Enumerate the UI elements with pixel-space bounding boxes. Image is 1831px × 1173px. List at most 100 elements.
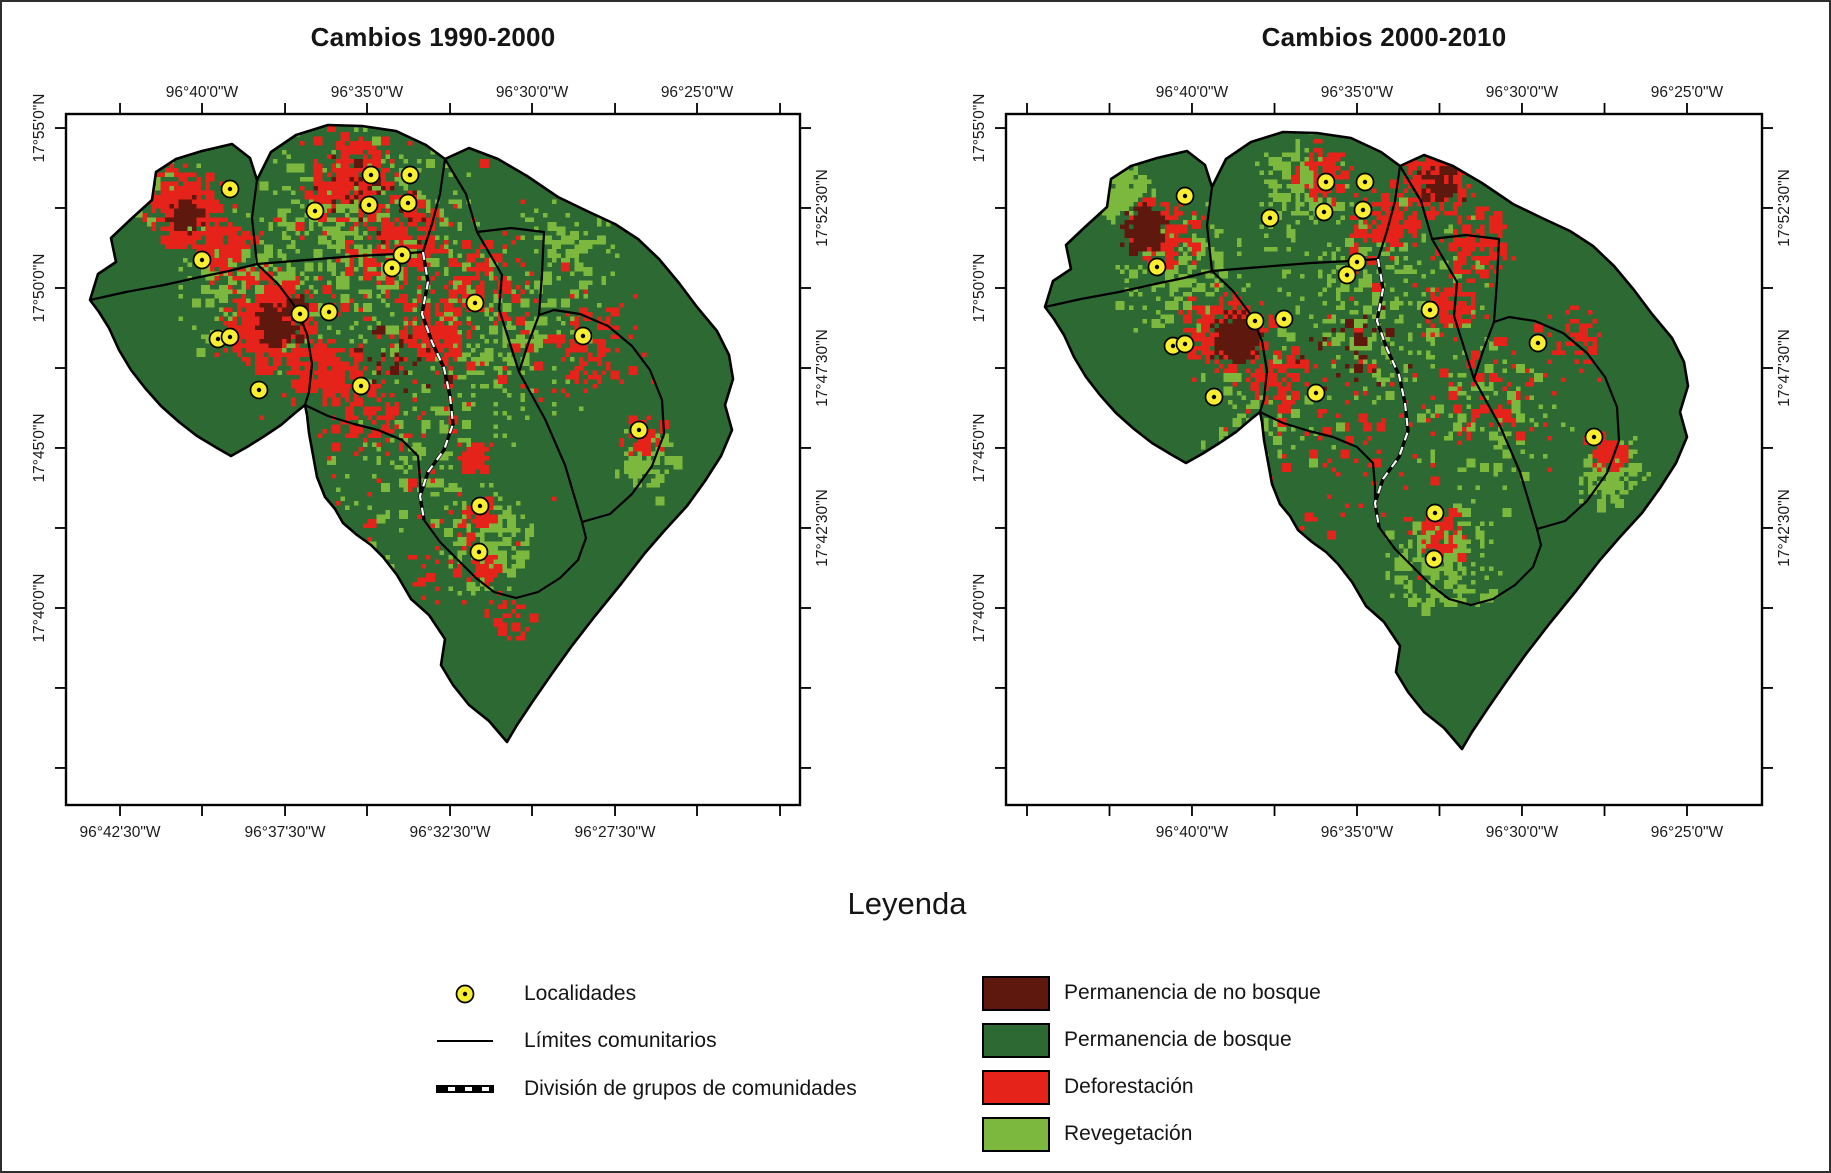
- community-boundaries: [89, 158, 666, 600]
- deforestation-swatch: [982, 1069, 1050, 1105]
- locality-marker: [1147, 257, 1167, 277]
- svg-text:17°55'0"N: 17°55'0"N: [971, 94, 988, 163]
- raster-no_forest: [1120, 166, 1467, 391]
- locality-marker-icon: [420, 982, 510, 1006]
- locality-marker: [465, 293, 485, 313]
- legend-item-group-division: División de grupos de comunidades: [420, 1071, 857, 1107]
- svg-text:96°30'0"W: 96°30'0"W: [1486, 824, 1559, 841]
- axis-labels: 96°40'0"W 96°35'0"W 96°30'0"W 96°25'0"W 96°4…: [31, 84, 831, 841]
- map-1990-2000: 96°40'0"W 96°35'0"W 96°30'0"W 96°25'0"W 96°4…: [31, 84, 831, 841]
- locality-marker: [1260, 208, 1280, 228]
- map-content: [88, 123, 735, 744]
- legend-item-forest: Permanencia de bosque: [982, 1022, 1292, 1058]
- solid-line-icon: [420, 1040, 510, 1042]
- locality-marker: [1175, 186, 1195, 206]
- locality-marker: [1274, 309, 1294, 329]
- svg-text:96°25'0"W: 96°25'0"W: [661, 84, 734, 101]
- locality-marker: [361, 165, 381, 185]
- svg-text:17°52'30"N: 17°52'30"N: [1776, 169, 1793, 247]
- locality-marker: [220, 327, 240, 347]
- no-forest-swatch: [982, 975, 1050, 1011]
- svg-text:17°50'0"N: 17°50'0"N: [971, 254, 988, 323]
- locality-marker: [392, 245, 412, 265]
- svg-text:96°37'30"W: 96°37'30"W: [245, 824, 326, 841]
- locality-marker: [398, 193, 418, 213]
- svg-text:96°30'0"W: 96°30'0"W: [496, 84, 569, 101]
- locality-marker: [1204, 387, 1224, 407]
- svg-text:17°47'30"N: 17°47'30"N: [814, 329, 831, 407]
- svg-text:17°52'30"N: 17°52'30"N: [814, 169, 831, 247]
- map-title-2000-2010: Cambios 2000-2010: [1261, 22, 1507, 52]
- legend-label-group-division: División de grupos de comunidades: [524, 1077, 857, 1100]
- svg-text:96°42'30"W: 96°42'30"W: [80, 824, 161, 841]
- community-boundaries: [1044, 165, 1621, 607]
- svg-text:17°42'30"N: 17°42'30"N: [1776, 489, 1793, 567]
- locality-marker: [469, 542, 489, 562]
- locality-marker: [1316, 172, 1336, 192]
- locality-marker: [573, 326, 593, 346]
- svg-text:17°55'0"N: 17°55'0"N: [31, 94, 48, 163]
- svg-text:17°50'0"N: 17°50'0"N: [31, 254, 48, 323]
- locality-markers: [192, 165, 649, 562]
- legend-label-deforestation: Deforestación: [1064, 1075, 1194, 1098]
- locality-marker: [1424, 549, 1444, 569]
- axis-labels: 96°40'0"W 96°35'0"W 96°30'0"W 96°25'0"W 96°4…: [971, 84, 1793, 841]
- watershed-outline: [88, 123, 735, 744]
- watershed-outline: [1043, 130, 1690, 751]
- locality-marker: [319, 302, 339, 322]
- legend-label-community-limits: Límites comunitarios: [524, 1029, 717, 1052]
- locality-marker: [400, 165, 420, 185]
- map-title-1990-2000: Cambios 1990-2000: [310, 22, 556, 52]
- map-frame: [1004, 112, 1764, 807]
- locality-marker: [1306, 383, 1326, 403]
- locality-marker: [1420, 300, 1440, 320]
- legend-label-localities: Localidades: [524, 982, 637, 1005]
- svg-text:17°42'30"N: 17°42'30"N: [814, 489, 831, 567]
- locality-marker: [1175, 334, 1195, 354]
- locality-marker: [351, 376, 371, 396]
- dashed-bar-icon: [420, 1085, 510, 1093]
- locality-marker: [1584, 427, 1604, 447]
- group-division-dashes: [1373, 258, 1410, 528]
- svg-text:17°45'0"N: 17°45'0"N: [971, 413, 988, 482]
- map-frame: [64, 112, 802, 807]
- legend-item-localities: Localidades: [420, 976, 636, 1012]
- locality-marker: [1337, 265, 1357, 285]
- map-2000-2010: 96°40'0"W 96°35'0"W 96°30'0"W 96°25'0"W 96°4…: [971, 84, 1793, 841]
- svg-text:96°25'0"W: 96°25'0"W: [1651, 84, 1724, 101]
- locality-marker: [1353, 200, 1373, 220]
- locality-marker: [305, 201, 325, 221]
- locality-marker: [1314, 202, 1334, 222]
- legend-item-deforestation: Deforestación: [982, 1069, 1194, 1105]
- locality-marker: [629, 420, 649, 440]
- change-raster: [133, 125, 683, 641]
- svg-text:96°30'0"W: 96°30'0"W: [1486, 84, 1559, 101]
- svg-text:17°40'0"N: 17°40'0"N: [31, 574, 48, 643]
- locality-markers: [1147, 172, 1604, 569]
- svg-text:96°35'0"W: 96°35'0"W: [1321, 824, 1394, 841]
- svg-text:96°35'0"W: 96°35'0"W: [331, 84, 404, 101]
- legend-item-no-forest: Permanencia de no bosque: [982, 975, 1321, 1011]
- locality-marker: [1245, 311, 1265, 331]
- svg-text:96°32'30"W: 96°32'30"W: [410, 824, 491, 841]
- svg-text:96°40'0"W: 96°40'0"W: [166, 84, 239, 101]
- axis-ticks: [995, 103, 1773, 816]
- svg-text:17°47'30"N: 17°47'30"N: [1776, 329, 1793, 407]
- svg-text:96°25'0"W: 96°25'0"W: [1651, 824, 1724, 841]
- locality-marker: [1425, 503, 1445, 523]
- legend-item-community-limits: Límites comunitarios: [420, 1023, 717, 1059]
- raster-deforestation: [1129, 139, 1629, 580]
- locality-marker: [470, 496, 490, 516]
- locality-marker: [192, 250, 212, 270]
- locality-marker: [220, 179, 240, 199]
- axis-ticks: [55, 103, 811, 816]
- map-content: [1043, 130, 1690, 751]
- forest-swatch: [982, 1022, 1050, 1058]
- locality-marker: [1528, 333, 1548, 353]
- svg-text:96°27'30"W: 96°27'30"W: [575, 824, 656, 841]
- legend-label-revegetation: Revegetación: [1064, 1122, 1193, 1145]
- svg-text:17°40'0"N: 17°40'0"N: [971, 574, 988, 643]
- legend-title: Leyenda: [847, 886, 967, 921]
- locality-marker: [290, 304, 310, 324]
